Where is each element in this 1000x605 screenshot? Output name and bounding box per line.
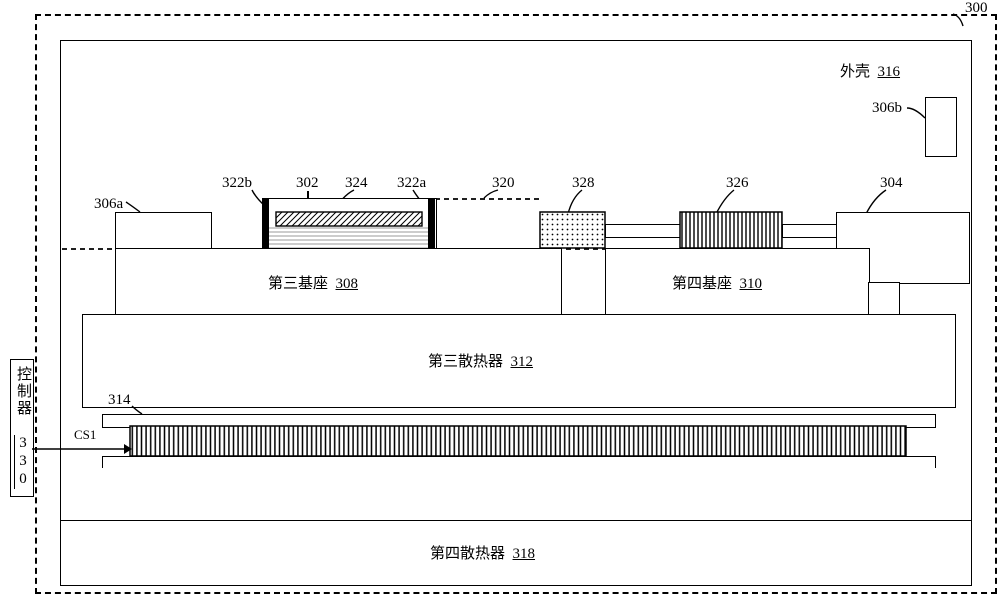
ref-314: 314 xyxy=(108,392,131,409)
base3-label: 第三基座 308 xyxy=(268,272,358,293)
ref-322b: 322b xyxy=(222,175,252,192)
ref-330: 330 xyxy=(15,435,31,489)
base3-text: 第三基座 xyxy=(268,276,328,292)
ref-300: 300 xyxy=(965,0,988,17)
shell-label: 外壳 316 xyxy=(840,60,900,81)
box-306b xyxy=(925,97,957,157)
shell-floor xyxy=(60,468,972,521)
controller-label: 控制器 330 xyxy=(13,366,34,489)
diagram-root: 300 外壳 316 306b 322b 302 324 322a 320 32… xyxy=(0,0,1000,605)
dash-row-top xyxy=(435,198,540,200)
block-326 xyxy=(680,212,782,248)
ref-312: 312 xyxy=(511,354,534,370)
ref-302: 302 xyxy=(296,175,319,192)
chip-302-lower xyxy=(269,226,428,248)
ref-308: 308 xyxy=(336,276,359,292)
hs4-label: 第四散热器 318 xyxy=(430,542,535,563)
ref-310: 310 xyxy=(740,276,763,292)
cs1-arrow xyxy=(32,442,132,456)
hs4-text: 第四散热器 xyxy=(430,546,505,562)
bar-328-326 xyxy=(605,224,682,238)
hs3-label: 第三散热器 312 xyxy=(428,350,533,371)
ref-306a: 306a xyxy=(94,196,123,213)
box-306a xyxy=(115,212,212,250)
leader-306a xyxy=(126,202,142,214)
leader-306b xyxy=(907,108,925,122)
ref-318: 318 xyxy=(513,546,536,562)
hatch-324 xyxy=(276,212,422,226)
tec-fins xyxy=(130,426,906,456)
cs1-label: CS1 xyxy=(74,427,96,443)
wall-322a xyxy=(428,198,435,248)
ref-306b: 306b xyxy=(872,100,902,117)
base4-label: 第四基座 310 xyxy=(672,272,762,293)
base4-text: 第四基座 xyxy=(672,276,732,292)
block-328 xyxy=(540,212,605,248)
bar-326-304 xyxy=(782,224,838,238)
wall-322b xyxy=(262,198,269,248)
hs3-text: 第三散热器 xyxy=(428,354,503,370)
ctrl-text: 控制器 xyxy=(15,366,31,417)
standoff-right xyxy=(868,282,900,316)
ref-316: 316 xyxy=(878,64,901,80)
shell-text: 外壳 xyxy=(840,64,870,80)
